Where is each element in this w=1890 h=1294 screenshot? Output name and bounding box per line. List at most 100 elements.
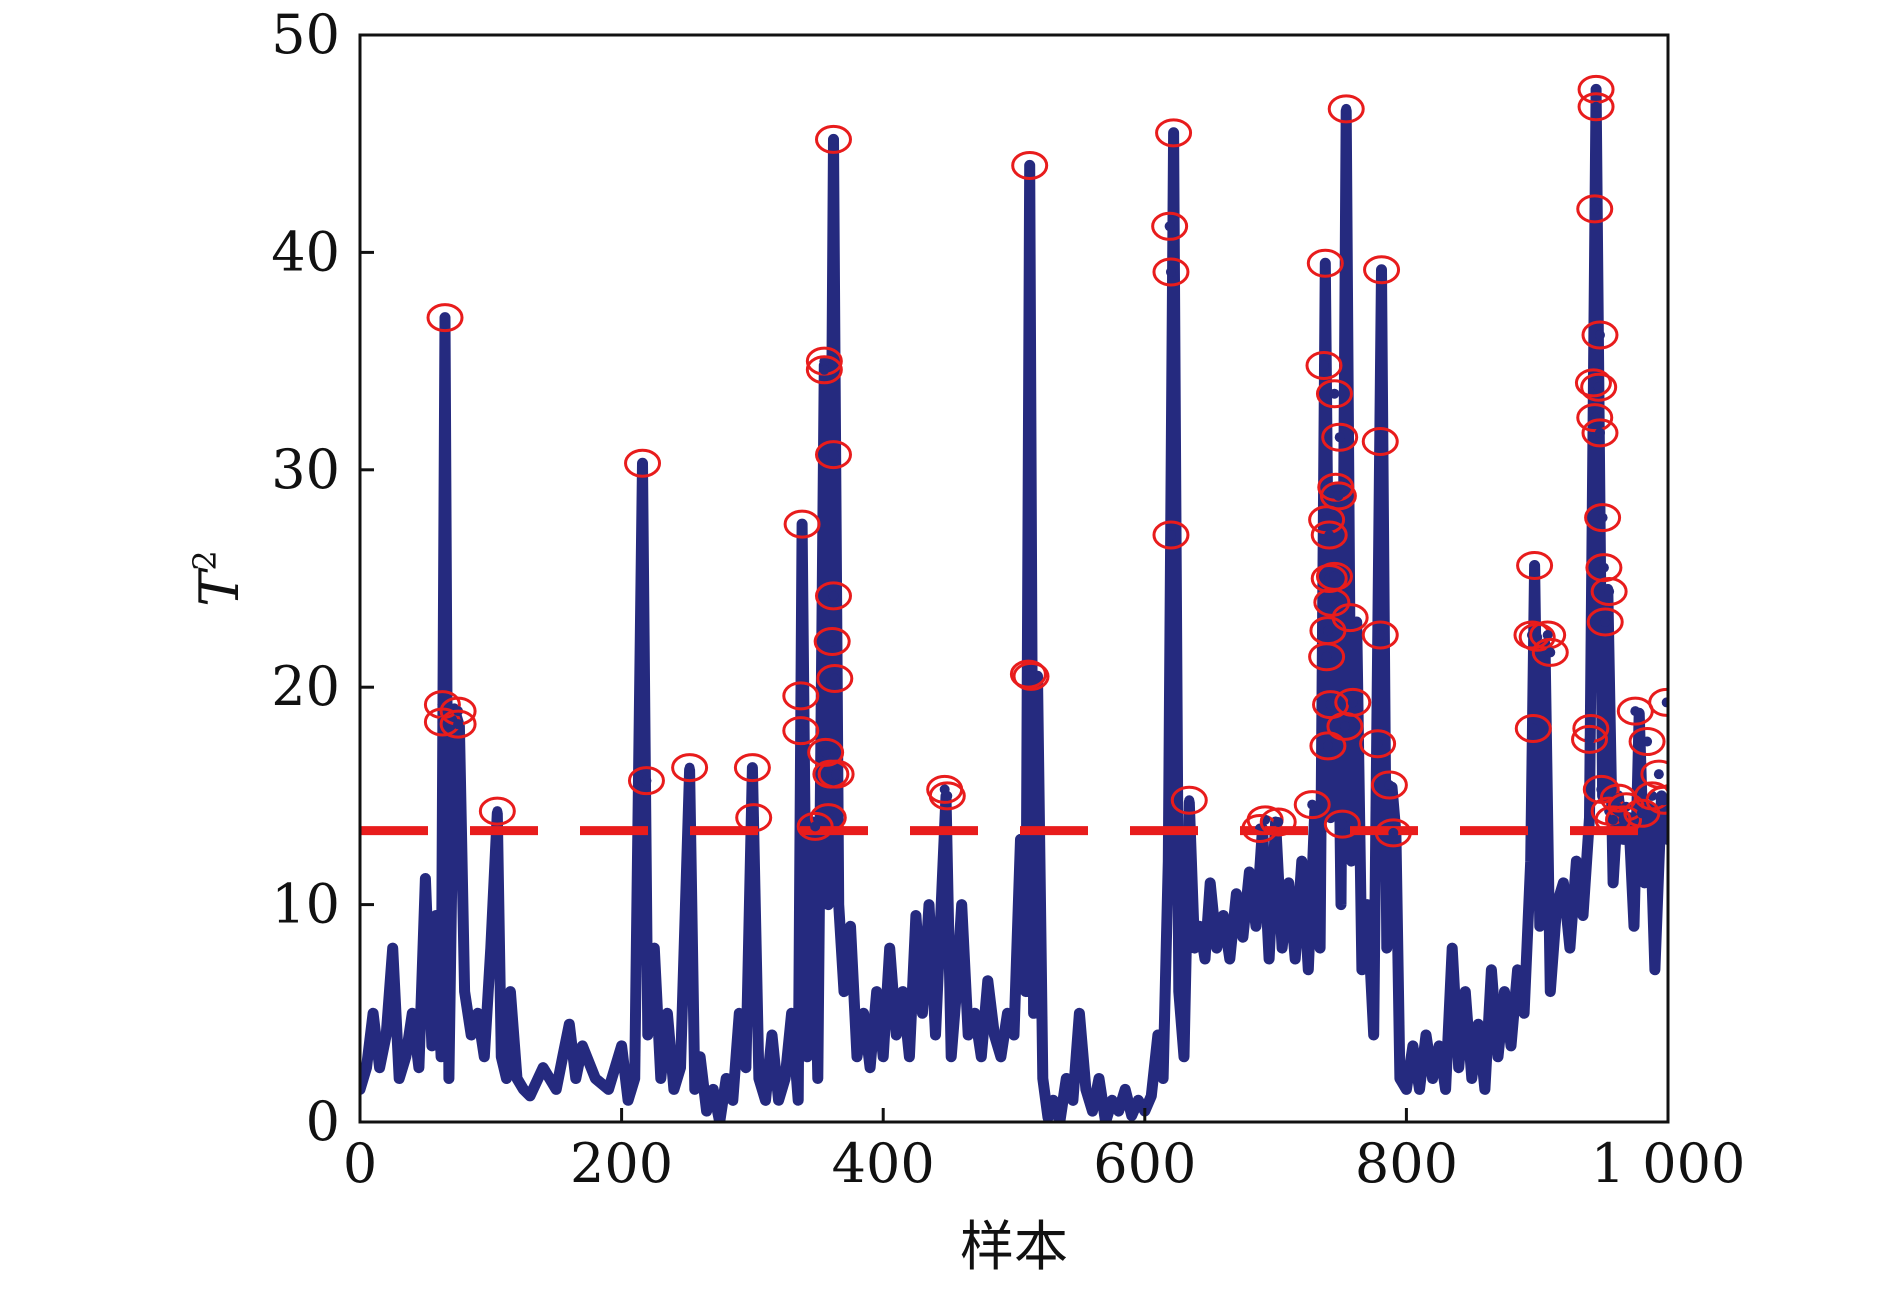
flagged-point-marker [1529,620,1567,650]
flagged-point-marker [1151,211,1189,241]
flagged-point-dot [1329,388,1340,399]
flagged-point-dot [637,458,648,469]
flagged-point-marker [814,124,852,154]
flagged-point-dot [1589,203,1600,214]
flagged-point-marker [796,811,834,841]
flagged-point-dot [1630,706,1641,717]
flagged-point-dot [1333,490,1344,501]
plot-frame [358,33,1670,1124]
flagged-point-marker [1577,92,1615,122]
flagged-point-dot [1307,799,1318,810]
flagged-point-marker [1571,724,1609,754]
flagged-point-dot [1642,736,1653,747]
flagged-point-dot [828,449,839,460]
flagged-point-marker [1327,94,1365,124]
flagged-point-marker [783,509,821,539]
flagged-point-marker [1361,427,1399,457]
flagged-point-marker [1581,320,1619,350]
flagged-point-dot [1375,436,1386,447]
flagged-point-dot [1168,127,1179,138]
flagged-point-marker [1315,561,1353,591]
flagged-point-marker [813,627,851,657]
flagged-point-marker [1359,729,1397,759]
flagged-point-marker [1361,620,1399,650]
flagged-point-marker [1306,248,1344,278]
flagged-point-marker [1012,661,1050,691]
flagged-point-marker [782,716,820,746]
flagged-point-marker [805,355,843,385]
flagged-point-marker [814,440,852,470]
flagged-point-dot [1325,699,1336,710]
flagged-point-dot [1024,160,1035,171]
flagged-point-dot [1594,330,1605,341]
flagged-point-dot [1594,427,1605,438]
flagged-point-marker [1584,503,1622,533]
flagged-point-marker [1152,257,1190,287]
flagged-point-dot [828,134,839,145]
flagged-point-marker [1152,520,1190,550]
flagged-point-marker [671,753,709,783]
flagged-point-dot [1322,740,1333,751]
flagged-point-marker [1576,194,1614,224]
flagged-point-dot [1345,612,1356,623]
flagged-point-marker [1580,372,1618,402]
flagged-point-dot [942,790,953,801]
flagged-markers-layer [423,74,1668,848]
flagged-point-dot [1529,560,1540,571]
flagged-point-dot [1334,432,1345,443]
flagged-point-marker [1370,770,1408,800]
x-tick-label: 1 000 [1591,1132,1746,1195]
flagged-point-marker [1155,118,1193,148]
flagged-point-dot [1608,814,1619,825]
flagged-point-dot [1318,360,1329,371]
flagged-point-dot [1384,780,1395,791]
y-tick-label: 10 [271,873,340,936]
flagged-point-dot [795,690,806,701]
flagged-point-marker [1309,731,1347,761]
flagged-point-dot [831,769,842,780]
flagged-point-marker [1605,805,1643,835]
flagged-point-dot [1184,795,1195,806]
flagged-point-marker [1374,818,1412,848]
flagged-point-marker [817,759,855,789]
flagged-point-dot [1528,723,1539,734]
flagged-point-dot [1593,382,1604,393]
flagged-point-marker [1331,603,1369,633]
flagged-point-dot [1329,571,1340,582]
flagged-point-dot [819,364,830,375]
flagged-point-marker [1009,659,1047,689]
flagged-point-marker [1319,481,1357,511]
flagged-point-marker [1594,805,1632,835]
flagged-point-marker [816,664,854,694]
flagged-point-dot [1320,258,1331,269]
flagged-point-dot [1347,697,1358,708]
flagged-point-dot [641,775,652,786]
y-tick-label: 30 [271,438,340,501]
flagged-point-dot [1653,769,1664,780]
flagged-point-dot [1604,586,1615,597]
flagged-point-dot [1600,616,1611,627]
flagged-point-marker [1323,809,1361,839]
x-tick-label: 200 [570,1132,673,1195]
flagged-point-marker [624,448,662,478]
flagged-point-dot [828,590,839,601]
y-tick-label: 50 [271,3,340,66]
flagged-point-dot [1598,562,1609,573]
ticks-layer: 0 200 400 600 800 1 000 0 10 20 30 40 50 [271,3,1745,1195]
flagged-point-dot [1326,597,1337,608]
x-axis-label: 样本 [960,1215,1068,1278]
flagged-point-dot [492,806,503,817]
flagged-point-marker [1574,368,1612,398]
flagged-point-dot [1324,530,1335,541]
flagged-point-dot [748,812,759,823]
flagged-point-marker [1623,798,1661,828]
flagged-point-marker [928,781,966,811]
flagged-point-dot [1376,264,1387,275]
flagged-point-dot [829,673,840,684]
y-axis-label: T2 [186,550,251,606]
flagged-point-dot [820,747,831,758]
y-axis-label-base: T [188,567,251,607]
flagged-point-marker [1259,807,1297,837]
flagged-point-marker [1586,607,1624,637]
